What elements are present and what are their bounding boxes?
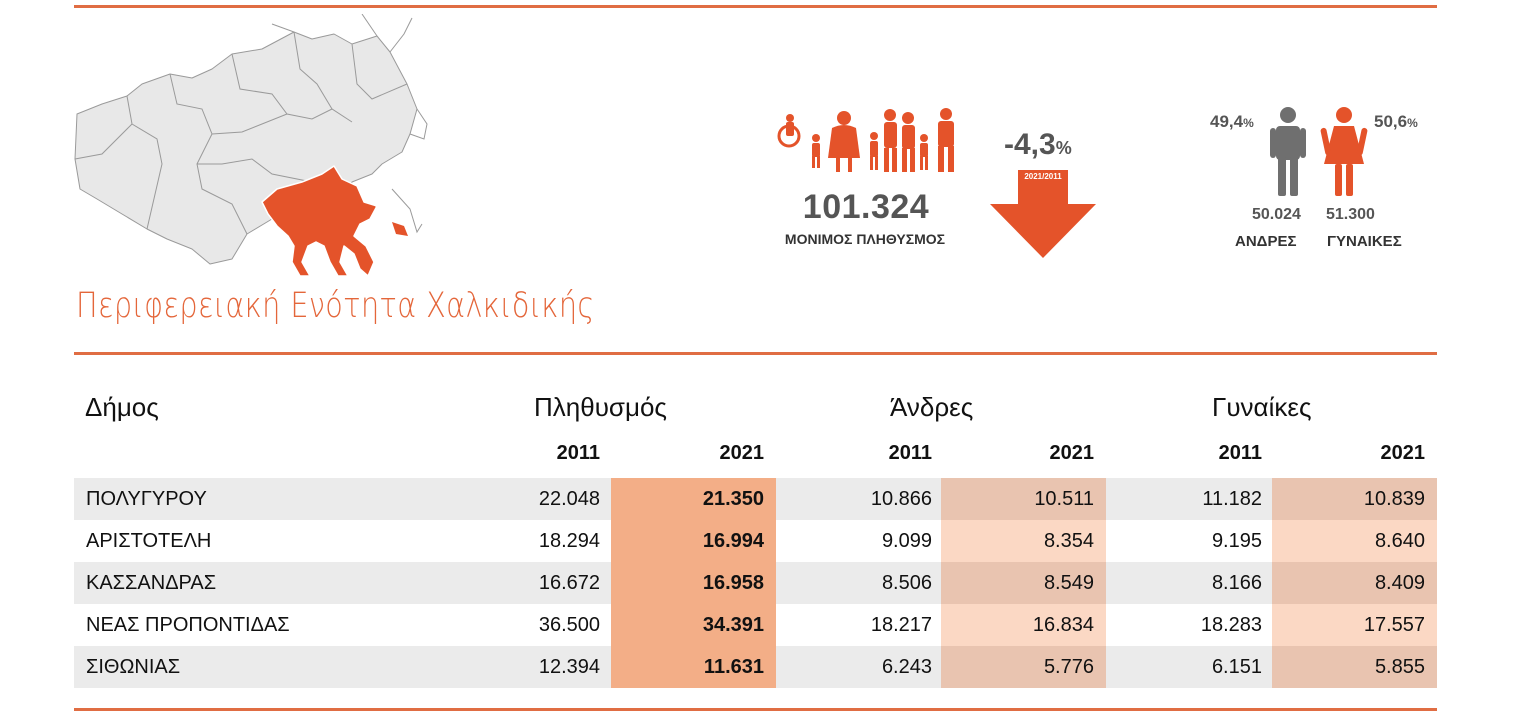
population-2011: 12.394 [538,656,600,678]
population-2011: 18.294 [538,530,600,552]
women-2021: 17.557 [1272,604,1437,646]
population-change-value: -4,3 [1004,128,1056,161]
municipality-name: ΝΕΑΣ ΠΡΟΠΟΝΤΙΔΑΣ [86,614,290,636]
women-2021: 8.409 [1272,562,1437,604]
population-2011: 22.048 [538,488,600,510]
male-label: ΑΝΔΡΕΣ [1235,233,1297,250]
population-2011: 36.500 [538,614,600,636]
population-2011: 16.672 [538,572,600,594]
men-2011: 10.866 [870,488,932,510]
women-2021: 8.640 [1272,520,1437,562]
population-2021: 21.350 [611,478,776,520]
male-percentage-value: 49,4 [1210,112,1244,131]
population-table: ΠΟΛΥΓΥΡΟΥ 22.048 21.350 10.866 10.511 11… [74,478,1437,688]
male-icon [1270,107,1306,196]
map-neighbor-region [74,31,418,265]
men-2021: 8.354 [941,520,1106,562]
men-2011: 9.099 [881,530,932,552]
middle-divider [74,352,1437,355]
male-percentage: 49,4% [1210,112,1254,132]
women-2011: 8.166 [1211,572,1262,594]
table-row: ΣΙΘΩΝΙΑΣ 12.394 11.631 6.243 5.776 6.151… [74,646,1437,688]
women-2021: 10.839 [1272,478,1437,520]
table-row: ΝΕΑΣ ΠΡΟΠΟΝΤΙΔΑΣ 36.500 34.391 18.217 16… [74,604,1437,646]
men-2011: 8.506 [881,572,932,594]
men-2021: 5.776 [941,646,1106,688]
men-2011: 18.217 [870,614,932,636]
female-label: ΓΥΝΑΙΚΕΣ [1327,233,1402,250]
population-2021: 16.958 [611,562,776,604]
bottom-divider [74,708,1437,711]
men-2021: 10.511 [941,478,1106,520]
municipality-name: ΣΙΘΩΝΙΑΣ [86,656,181,678]
table-row: ΑΡΙΣΤΟΤΕΛΗ 18.294 16.994 9.099 8.354 9.1… [74,520,1437,562]
male-percentage-unit: % [1243,116,1254,130]
men-2021: 16.834 [941,604,1106,646]
female-percentage: 50,6% [1374,112,1418,132]
municipality-name: ΠΟΛΥΓΥΡΟΥ [86,488,207,510]
year-header-pop-2021: 2021 [719,442,765,464]
women-2011: 9.195 [1211,530,1262,552]
family-icon [777,108,954,172]
female-percentage-value: 50,6 [1374,112,1408,131]
population-label: ΜΟΝΙΜΟΣ ΠΛΗΘΥΣΜΟΣ [784,231,946,247]
population-total: 101.324 [802,188,930,226]
population-change: -4,3% [1004,128,1072,162]
region-title: Περιφερειακή Ενότητα Χαλκιδικής [76,286,595,326]
men-2011: 6.243 [881,656,932,678]
population-2021: 34.391 [611,604,776,646]
year-header-women-2011: 2011 [1218,442,1262,464]
municipality-name: ΑΡΙΣΤΟΤΕΛΗ [86,530,212,552]
header-men: Άνδρες [890,392,974,422]
women-2021: 5.855 [1272,646,1437,688]
population-change-unit: % [1055,138,1072,158]
region-map [74,14,428,277]
change-period-label: 2021/2011 [1024,172,1062,181]
women-2011: 18.283 [1200,614,1262,636]
header-women: Γυναίκες [1212,392,1312,422]
population-2021: 11.631 [611,646,776,688]
table-row: ΚΑΣΣΑΝΔΡΑΣ 16.672 16.958 8.506 8.549 8.1… [74,562,1437,604]
year-header-pop-2011: 2011 [556,442,600,464]
female-icon [1320,107,1368,196]
men-2021: 8.549 [941,562,1106,604]
population-2021: 16.994 [611,520,776,562]
header-municipality: Δήμος [85,392,159,422]
map-highlighted-region [261,165,378,277]
top-divider [74,5,1437,8]
year-header-women-2021: 2021 [1380,442,1426,464]
male-count: 50.024 [1252,206,1301,223]
women-2011: 11.182 [1202,488,1262,510]
municipality-name: ΚΑΣΣΑΝΔΡΑΣ [86,572,217,594]
table-row: ΠΟΛΥΓΥΡΟΥ 22.048 21.350 10.866 10.511 11… [74,478,1437,520]
header-population: Πληθυσμός [534,392,667,422]
women-2011: 6.151 [1211,656,1262,678]
year-header-men-2021: 2021 [1049,442,1095,464]
year-header-men-2011: 2011 [888,442,932,464]
female-count: 51.300 [1326,206,1375,223]
female-percentage-unit: % [1407,116,1418,130]
down-arrow-icon [990,170,1096,258]
